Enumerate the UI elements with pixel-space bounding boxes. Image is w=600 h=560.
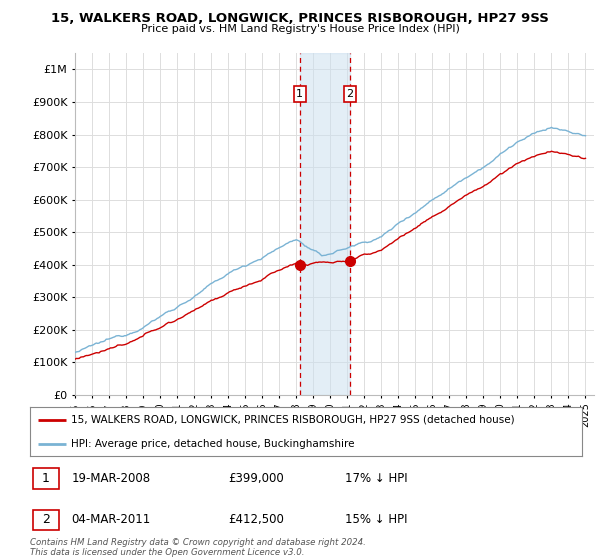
Text: 2: 2 [347, 89, 354, 99]
Text: £412,500: £412,500 [229, 514, 284, 526]
Text: £399,000: £399,000 [229, 472, 284, 485]
Bar [33, 468, 59, 489]
Text: Contains HM Land Registry data © Crown copyright and database right 2024.
This d: Contains HM Land Registry data © Crown c… [30, 538, 366, 557]
Bar [33, 510, 59, 530]
Text: 19-MAR-2008: 19-MAR-2008 [71, 472, 151, 485]
Text: 15% ↓ HPI: 15% ↓ HPI [344, 514, 407, 526]
Text: HPI: Average price, detached house, Buckinghamshire: HPI: Average price, detached house, Buck… [71, 438, 355, 449]
Text: 04-MAR-2011: 04-MAR-2011 [71, 514, 151, 526]
Text: 2: 2 [42, 514, 50, 526]
Text: 15, WALKERS ROAD, LONGWICK, PRINCES RISBOROUGH, HP27 9SS: 15, WALKERS ROAD, LONGWICK, PRINCES RISB… [51, 12, 549, 25]
Text: 15, WALKERS ROAD, LONGWICK, PRINCES RISBOROUGH, HP27 9SS (detached house): 15, WALKERS ROAD, LONGWICK, PRINCES RISB… [71, 415, 515, 425]
Text: 1: 1 [296, 89, 303, 99]
Text: 1: 1 [42, 472, 50, 485]
Text: 17% ↓ HPI: 17% ↓ HPI [344, 472, 407, 485]
Text: Price paid vs. HM Land Registry's House Price Index (HPI): Price paid vs. HM Land Registry's House … [140, 24, 460, 34]
